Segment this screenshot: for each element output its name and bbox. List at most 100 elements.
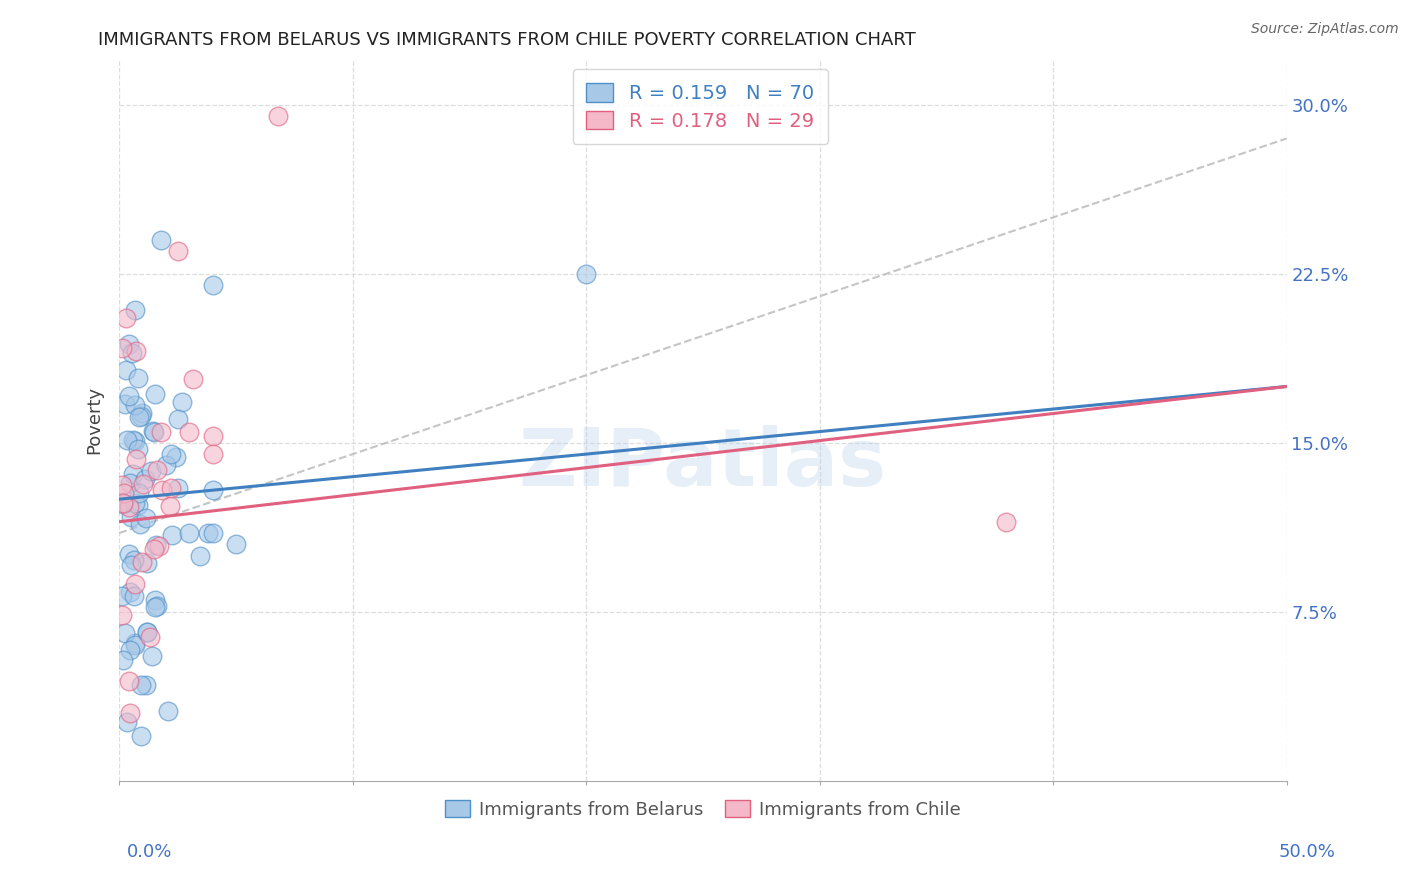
Point	[111, 496, 134, 510]
Point	[131, 406, 153, 420]
Point	[124, 434, 146, 449]
Point	[225, 537, 247, 551]
Point	[201, 278, 224, 293]
Point	[136, 624, 159, 639]
Point	[201, 483, 224, 497]
Point	[201, 447, 224, 461]
Y-axis label: Poverty: Poverty	[86, 386, 103, 454]
Point	[118, 476, 141, 491]
Point	[118, 500, 141, 514]
Text: Source: ZipAtlas.com: Source: ZipAtlas.com	[1251, 22, 1399, 37]
Point	[120, 584, 142, 599]
Point	[201, 526, 224, 541]
Point	[155, 458, 177, 473]
Point	[143, 387, 166, 401]
Point	[995, 515, 1018, 529]
Point	[110, 478, 132, 492]
Text: ZIPatlas: ZIPatlas	[519, 425, 887, 502]
Point	[145, 599, 167, 614]
Point	[141, 649, 163, 664]
Point	[141, 464, 163, 478]
Point	[179, 526, 201, 541]
Point	[128, 410, 150, 425]
Point	[115, 363, 138, 377]
Point	[124, 398, 146, 412]
Point	[122, 433, 145, 447]
Point	[124, 553, 146, 567]
Point	[111, 653, 134, 667]
Point	[120, 510, 142, 524]
Point	[166, 244, 188, 259]
Point	[159, 447, 181, 461]
Point	[124, 496, 146, 510]
Point	[118, 547, 141, 561]
Point	[139, 630, 162, 644]
Point	[114, 626, 136, 640]
Point	[115, 433, 138, 447]
Text: IMMIGRANTS FROM BELARUS VS IMMIGRANTS FROM CHILE POVERTY CORRELATION CHART: IMMIGRANTS FROM BELARUS VS IMMIGRANTS FR…	[98, 31, 917, 49]
Point	[575, 267, 598, 281]
Point	[114, 397, 136, 411]
Point	[111, 496, 134, 510]
Point	[129, 729, 152, 743]
Point	[142, 425, 165, 439]
Point	[110, 494, 132, 508]
Point	[179, 425, 201, 439]
Point	[143, 425, 166, 439]
Point	[118, 389, 141, 403]
Point	[122, 467, 145, 482]
Point	[142, 541, 165, 556]
Text: 50.0%: 50.0%	[1279, 843, 1336, 861]
Point	[128, 486, 150, 500]
Point	[159, 499, 181, 513]
Point	[118, 706, 141, 721]
Point	[118, 673, 141, 688]
Point	[135, 678, 157, 692]
Point	[267, 109, 290, 123]
Point	[181, 372, 204, 386]
Point	[157, 704, 180, 718]
Point	[112, 486, 135, 500]
Point	[111, 607, 134, 622]
Point	[121, 346, 143, 360]
Point	[136, 556, 159, 570]
Point	[197, 526, 219, 541]
Point	[124, 590, 146, 604]
Point	[118, 643, 141, 657]
Point	[127, 442, 149, 457]
Point	[148, 539, 170, 553]
Point	[188, 549, 211, 563]
Point	[124, 576, 146, 591]
Point	[166, 481, 188, 495]
Point	[129, 409, 152, 424]
Point	[201, 429, 224, 443]
Point	[111, 589, 134, 603]
Text: 0.0%: 0.0%	[127, 843, 172, 861]
Point	[166, 412, 188, 426]
Point	[170, 395, 193, 409]
Point	[135, 624, 157, 639]
Point	[117, 715, 139, 730]
Point	[110, 341, 132, 355]
Point	[128, 517, 150, 532]
Point	[125, 452, 148, 467]
Point	[150, 483, 173, 497]
Point	[124, 303, 146, 318]
Point	[159, 481, 181, 495]
Point	[127, 498, 149, 512]
Point	[150, 425, 173, 439]
Point	[132, 477, 155, 491]
Point	[131, 555, 153, 569]
Point	[120, 558, 142, 573]
Point	[150, 233, 173, 247]
Point	[143, 593, 166, 607]
Point	[146, 599, 169, 613]
Point	[135, 511, 157, 525]
Point	[134, 471, 156, 485]
Point	[162, 527, 184, 541]
Point	[125, 343, 148, 358]
Point	[118, 336, 141, 351]
Point	[145, 538, 167, 552]
Point	[146, 463, 169, 477]
Legend: Immigrants from Belarus, Immigrants from Chile: Immigrants from Belarus, Immigrants from…	[437, 793, 969, 826]
